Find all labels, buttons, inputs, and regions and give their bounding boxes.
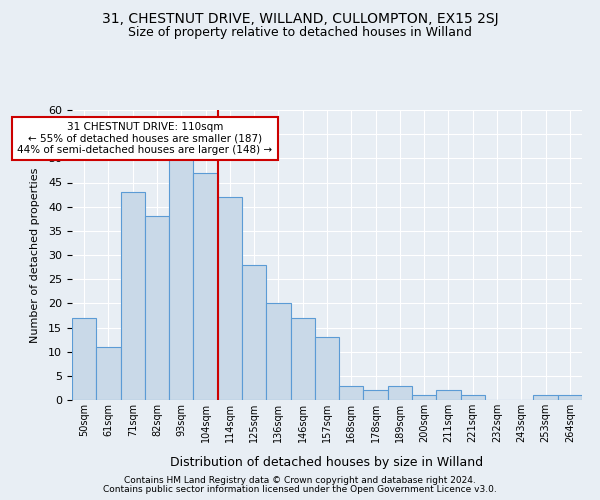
Bar [96,347,121,400]
Bar [218,197,242,400]
Bar [558,395,582,400]
Bar [533,395,558,400]
Bar [339,386,364,400]
Bar [169,158,193,400]
Bar [242,264,266,400]
Text: Contains public sector information licensed under the Open Government Licence v3: Contains public sector information licen… [103,485,497,494]
Y-axis label: Number of detached properties: Number of detached properties [30,168,40,342]
Bar [412,395,436,400]
Bar [388,386,412,400]
Bar [266,304,290,400]
Text: 31, CHESTNUT DRIVE, WILLAND, CULLOMPTON, EX15 2SJ: 31, CHESTNUT DRIVE, WILLAND, CULLOMPTON,… [101,12,499,26]
Bar [315,337,339,400]
Bar [121,192,145,400]
Text: Size of property relative to detached houses in Willand: Size of property relative to detached ho… [128,26,472,39]
Bar [72,318,96,400]
Bar [193,173,218,400]
Bar [461,395,485,400]
X-axis label: Distribution of detached houses by size in Willand: Distribution of detached houses by size … [170,456,484,469]
Text: 31 CHESTNUT DRIVE: 110sqm
← 55% of detached houses are smaller (187)
44% of semi: 31 CHESTNUT DRIVE: 110sqm ← 55% of detac… [17,122,272,156]
Bar [364,390,388,400]
Bar [436,390,461,400]
Bar [145,216,169,400]
Text: Contains HM Land Registry data © Crown copyright and database right 2024.: Contains HM Land Registry data © Crown c… [124,476,476,485]
Bar [290,318,315,400]
